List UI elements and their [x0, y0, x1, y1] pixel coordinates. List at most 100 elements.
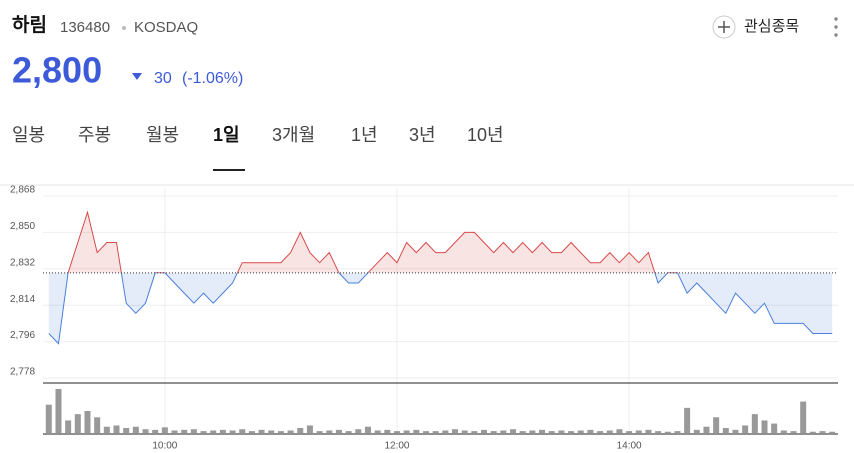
- volume-bar: [364, 426, 371, 433]
- volume-bar: [819, 431, 826, 433]
- volume-bar: [597, 431, 604, 433]
- market: KOSDAQ: [134, 19, 198, 36]
- change: 30: [154, 70, 172, 87]
- volume-bar: [809, 431, 816, 433]
- up-area: [48, 212, 833, 273]
- volume-bar: [248, 431, 255, 433]
- volume-bar: [732, 429, 739, 433]
- volume-bar: [442, 430, 449, 433]
- tab[interactable]: 주봉: [78, 125, 111, 145]
- volume-bar: [674, 431, 681, 433]
- volume-bar: [94, 417, 101, 433]
- stock-code: 136480: [60, 19, 110, 36]
- volume-bar: [548, 431, 555, 433]
- volume-bar: [539, 429, 546, 433]
- volume-bar: [374, 430, 381, 433]
- volume-bar: [229, 430, 236, 433]
- volume-bar: [200, 431, 207, 433]
- tab[interactable]: 10년: [467, 125, 504, 145]
- volume-bar: [635, 430, 642, 433]
- volume-bar: [297, 427, 304, 433]
- price-line-up: [67, 210, 679, 273]
- y-tick-label: 2,868: [10, 185, 35, 196]
- tab[interactable]: 3년: [409, 125, 436, 145]
- volume-bar: [190, 429, 197, 433]
- volume-bar: [55, 389, 62, 433]
- volume-bar: [181, 429, 188, 433]
- y-tick-label: 2,832: [10, 257, 35, 268]
- price: 2,800: [12, 50, 102, 91]
- tab[interactable]: 1일: [213, 125, 240, 145]
- volume-bar: [577, 430, 584, 433]
- volume-bar: [751, 414, 758, 433]
- volume-bar: [74, 414, 81, 433]
- volume-bar: [558, 430, 565, 433]
- volume-bar: [645, 429, 652, 433]
- volume-bar: [335, 429, 342, 433]
- volume-bar: [606, 430, 613, 433]
- tab[interactable]: 월봉: [146, 125, 179, 145]
- volume-bar: [268, 430, 275, 433]
- volume-bar: [780, 430, 787, 433]
- volume-bar: [422, 431, 429, 433]
- volume-bar: [142, 429, 149, 433]
- volume-bar: [84, 411, 91, 433]
- volume-bar: [626, 431, 633, 433]
- volume-bar: [326, 430, 333, 433]
- volume-bar: [500, 430, 507, 433]
- y-tick-label: 2,796: [10, 330, 35, 341]
- volume-bar: [829, 431, 836, 433]
- volume-bar: [345, 431, 352, 433]
- plus: [718, 21, 730, 33]
- volume-bar: [519, 431, 526, 433]
- y-tick-label: 2,850: [10, 221, 35, 232]
- volume-bar: [664, 431, 671, 433]
- volume-bar: [452, 429, 459, 433]
- watch-label: 관심종목: [744, 18, 799, 35]
- volume-bar: [587, 429, 594, 433]
- volume-bar: [461, 430, 468, 433]
- y-tick-label: 2,778: [10, 367, 35, 378]
- volume-bar: [132, 426, 139, 433]
- volume-bar: [568, 431, 575, 433]
- volume-bar: [171, 430, 178, 433]
- volume-bar: [800, 401, 807, 433]
- volume-bar: [703, 426, 710, 433]
- chart: 2,778 2,796 2,814 2,832 2,850 2,868 10:00 12:00…: [10, 185, 838, 452]
- volume-bar: [258, 429, 265, 433]
- tab[interactable]: 일봉: [12, 125, 45, 145]
- volume-bar: [722, 427, 729, 433]
- volume-bar: [490, 431, 497, 433]
- volume-bar: [152, 429, 159, 433]
- volume-bar: [471, 431, 478, 433]
- volume-bar: [693, 429, 700, 433]
- x-tick-label: 14:00: [617, 441, 642, 452]
- volume-bar: [161, 427, 168, 433]
- volume-bar: [790, 431, 797, 433]
- volume-bar: [742, 425, 749, 433]
- volume-bar: [655, 431, 662, 433]
- volume-bar: [432, 431, 439, 433]
- volume-bar: [481, 429, 488, 433]
- volume-bar: [287, 430, 294, 433]
- volume-bar: [306, 425, 313, 433]
- more-button[interactable]: [834, 17, 838, 37]
- y-tick-label: 2,814: [10, 294, 35, 305]
- tab[interactable]: 1년: [351, 125, 378, 145]
- separator: [122, 26, 126, 30]
- tab[interactable]: 3개월: [272, 125, 315, 145]
- volume-bar: [684, 407, 691, 433]
- stock-name: 하림: [12, 14, 47, 36]
- volume-bar: [529, 430, 536, 433]
- volume-bar: [210, 430, 217, 433]
- watch-button[interactable]: 관심종목: [712, 15, 799, 39]
- volume-bar: [384, 429, 391, 433]
- watch-icon: [712, 15, 736, 39]
- volume-bar: [771, 423, 778, 433]
- volume-bar: [355, 429, 362, 433]
- volume-bar: [413, 429, 420, 433]
- volume-bar: [713, 417, 720, 433]
- volume-bar: [103, 426, 110, 433]
